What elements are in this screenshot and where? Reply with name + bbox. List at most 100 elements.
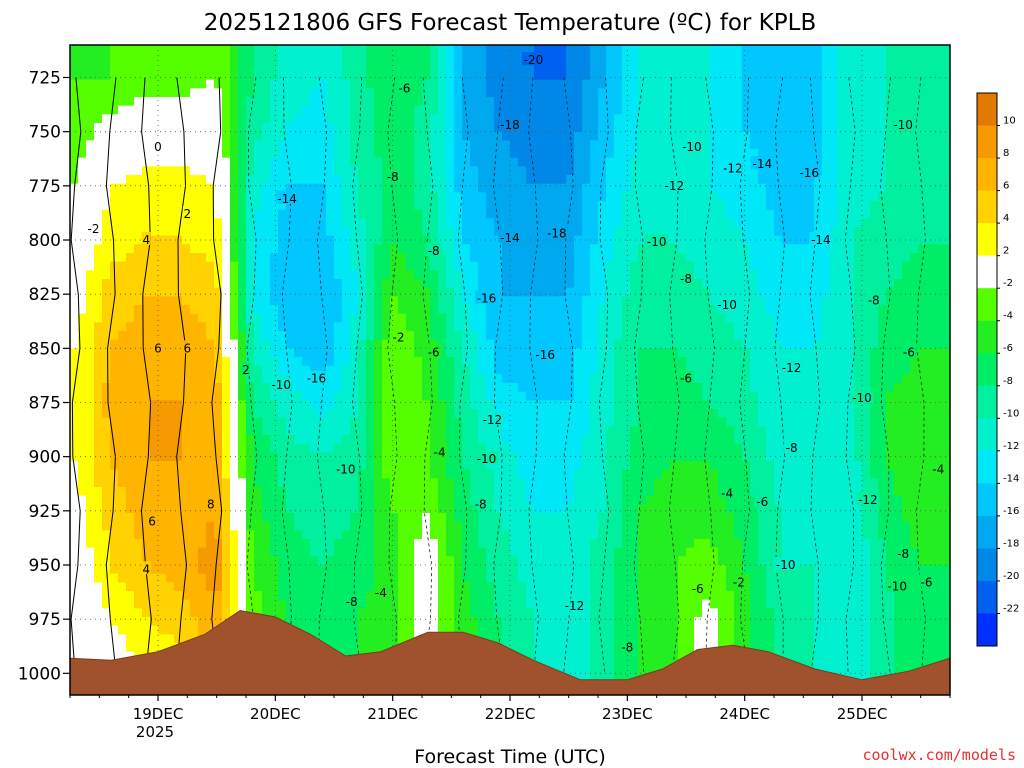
heatmap-cell (262, 348, 271, 358)
heatmap-cell (446, 608, 455, 618)
heatmap-cell (582, 443, 591, 453)
heatmap-cell (310, 400, 319, 410)
heatmap-cell (238, 235, 247, 245)
heatmap-cell (222, 348, 231, 358)
heatmap-cell (414, 383, 423, 393)
heatmap-cell (94, 357, 103, 367)
heatmap-cell (446, 487, 455, 497)
heatmap-cell (78, 192, 87, 202)
heatmap-cell (526, 504, 535, 514)
heatmap-cell (366, 357, 375, 367)
heatmap-cell (278, 417, 287, 427)
heatmap-cell (366, 495, 375, 505)
heatmap-cell (150, 227, 159, 237)
heatmap-cell (254, 209, 263, 219)
heatmap-cell (278, 227, 287, 237)
heatmap-cell (486, 88, 495, 98)
heatmap-cell (254, 97, 263, 107)
heatmap-cell (174, 608, 183, 618)
heatmap-cell (406, 469, 415, 479)
heatmap-cell (494, 79, 503, 89)
heatmap-cell (438, 149, 447, 159)
heatmap-cell (566, 547, 575, 557)
heatmap-cell (286, 305, 295, 315)
heatmap-cell (318, 45, 327, 55)
heatmap-cell (414, 478, 423, 488)
heatmap-cell (374, 53, 383, 63)
heatmap-cell (310, 365, 319, 375)
heatmap-cell (398, 409, 407, 419)
heatmap-cell (254, 244, 263, 254)
heatmap-cell (542, 617, 551, 627)
heatmap-cell (446, 105, 455, 115)
heatmap-cell (518, 452, 527, 462)
heatmap-cell (182, 45, 191, 55)
heatmap-cell (518, 279, 527, 289)
heatmap-cell (366, 530, 375, 540)
heatmap-cell (110, 62, 119, 72)
heatmap-cell (238, 270, 247, 280)
heatmap-cell (270, 166, 279, 176)
heatmap-cell (526, 530, 535, 540)
heatmap-cell (486, 539, 495, 549)
heatmap-cell (534, 547, 543, 557)
heatmap-cell (142, 244, 151, 254)
heatmap-cell (534, 287, 543, 297)
heatmap-cell (182, 105, 191, 115)
heatmap-cell (70, 149, 79, 159)
heatmap-cell (566, 322, 575, 332)
heatmap-cell (86, 175, 95, 185)
heatmap-cell (518, 209, 527, 219)
heatmap-cell (262, 426, 271, 436)
heatmap-cell (406, 140, 415, 150)
heatmap-cell (270, 539, 279, 549)
heatmap-cell (230, 244, 239, 254)
heatmap-cell (270, 487, 279, 497)
heatmap-cell (454, 175, 463, 185)
heatmap-cell (94, 209, 103, 219)
heatmap-cell (438, 582, 447, 592)
heatmap-cell (518, 235, 527, 245)
heatmap-cell (214, 591, 223, 601)
heatmap-cell (558, 305, 567, 315)
heatmap-cell (558, 105, 567, 115)
heatmap-cell (374, 400, 383, 410)
heatmap-cell (246, 409, 255, 419)
heatmap-cell (302, 400, 311, 410)
heatmap-cell (302, 504, 311, 514)
heatmap-cell (390, 79, 399, 89)
heatmap-cell (94, 634, 103, 644)
heatmap-cell (174, 175, 183, 185)
heatmap-cell (334, 504, 343, 514)
heatmap-cell (446, 97, 455, 107)
heatmap-cell (70, 435, 79, 445)
heatmap-cell (566, 348, 575, 358)
heatmap-cell (582, 357, 591, 367)
heatmap-cell (206, 166, 215, 176)
heatmap-cell (318, 469, 327, 479)
heatmap-cell (182, 62, 191, 72)
heatmap-cell (254, 305, 263, 315)
heatmap-cell (302, 495, 311, 505)
heatmap-cell (510, 270, 519, 280)
heatmap-cell (318, 331, 327, 341)
heatmap-cell (342, 253, 351, 263)
heatmap-cell (86, 608, 95, 618)
heatmap-cell (110, 426, 119, 436)
heatmap-cell (390, 296, 399, 306)
heatmap-cell (462, 357, 471, 367)
heatmap-cell (350, 62, 359, 72)
heatmap-cell (230, 261, 239, 271)
heatmap-cell (118, 625, 127, 635)
heatmap-cell (310, 88, 319, 98)
heatmap-cell (478, 591, 487, 601)
heatmap-cell (302, 253, 311, 263)
heatmap-cell (222, 530, 231, 540)
heatmap-cell (86, 556, 95, 566)
heatmap-cell (86, 461, 95, 471)
heatmap-cell (190, 530, 199, 540)
heatmap-cell (294, 166, 303, 176)
heatmap-cell (550, 79, 559, 89)
heatmap-cell (254, 166, 263, 176)
heatmap-cell (206, 71, 215, 81)
